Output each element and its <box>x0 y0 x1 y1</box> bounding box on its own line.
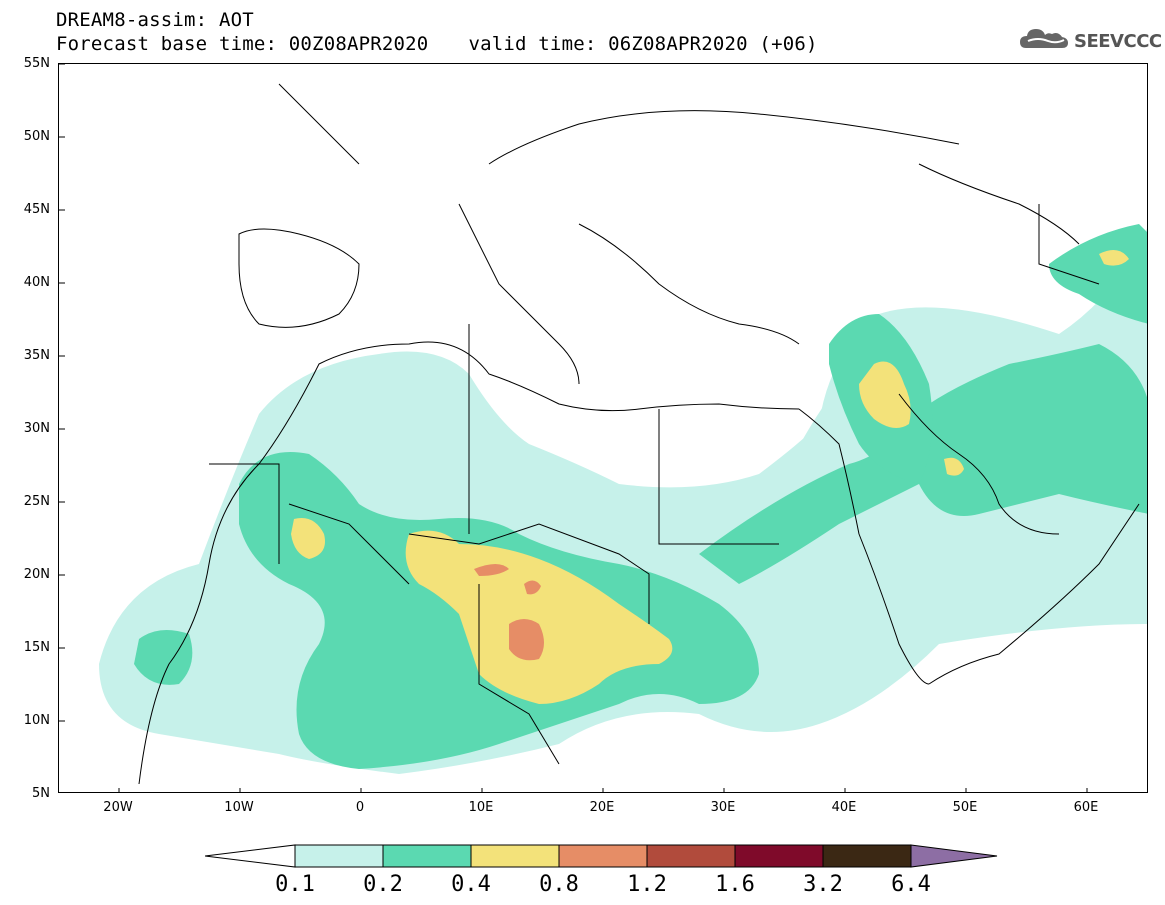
lat-label: 30N <box>23 421 50 436</box>
lon-label: 30E <box>710 800 736 815</box>
lon-label: 60E <box>1073 800 1099 815</box>
colorbar <box>205 844 998 868</box>
base-time: Forecast base time: 00Z08APR2020 <box>56 33 429 55</box>
lat-label: 35N <box>23 348 50 363</box>
colorbar-swatch <box>558 844 648 868</box>
lon-label: 10E <box>468 800 494 815</box>
colorbar-label: 6.4 <box>891 872 931 897</box>
colorbar-label: 0.2 <box>363 872 403 897</box>
seevccc-logo: SEEVCCC <box>1018 26 1162 56</box>
lat-label: 50N <box>23 129 50 144</box>
lat-label: 55N <box>23 56 50 71</box>
lat-label: 25N <box>23 494 50 509</box>
lon-label: 40E <box>831 800 857 815</box>
colorbar-swatch <box>470 844 560 868</box>
valid-time: valid time: 06Z08APR2020 (+06) <box>468 33 818 55</box>
colorbar-low-arrow <box>205 844 296 868</box>
map-title: DREAM8-assim: AOT <box>56 9 254 31</box>
lat-label: 15N <box>23 640 50 655</box>
lon-label: 0 <box>355 800 365 815</box>
lat-label: 20N <box>23 567 50 582</box>
colorbar-swatch <box>734 844 824 868</box>
lat-label: 5N <box>32 786 50 801</box>
colorbar-swatch <box>382 844 472 868</box>
colorbar-label: 0.1 <box>275 872 315 897</box>
forecast-times: Forecast base time: 00Z08APR2020 valid ti… <box>56 33 818 55</box>
lat-label: 10N <box>23 713 50 728</box>
colorbar-swatch <box>822 844 912 868</box>
map-panel <box>58 63 1148 793</box>
lon-label: 50E <box>952 800 978 815</box>
colorbar-label: 1.6 <box>715 872 755 897</box>
colorbar-swatch <box>646 844 736 868</box>
aot-level-0-4 <box>291 250 1129 704</box>
coastlines <box>138 83 1140 785</box>
lon-label: 20E <box>589 800 615 815</box>
axis-ticks <box>59 64 1088 792</box>
colorbar-label: 3.2 <box>803 872 843 897</box>
colorbar-label: 0.4 <box>451 872 491 897</box>
colorbar-label: 1.2 <box>627 872 667 897</box>
colorbar-swatch <box>294 844 384 868</box>
lat-label: 40N <box>23 275 50 290</box>
aot-level-0-8 <box>474 564 544 661</box>
aot-map <box>59 64 1147 792</box>
logo-text: SEEVCCC <box>1074 30 1162 52</box>
lon-label: 20W <box>103 800 133 815</box>
colorbar-high-arrow <box>910 844 998 868</box>
lon-label: 10W <box>224 800 254 815</box>
cloud-icon <box>1018 26 1070 56</box>
lat-label: 45N <box>23 202 50 217</box>
colorbar-label: 0.8 <box>539 872 579 897</box>
